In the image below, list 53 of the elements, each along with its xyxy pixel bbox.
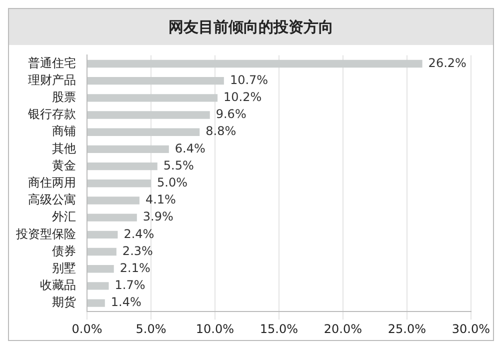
y-tick-label: 收藏品 <box>40 278 76 292</box>
y-tick-label: 商住两用 <box>28 176 76 190</box>
x-tick-label: 0.0% <box>72 322 102 336</box>
data-label: 6.4% <box>174 141 206 156</box>
y-tick-label: 黄金 <box>52 158 76 172</box>
y-tick-label: 股票 <box>52 90 76 104</box>
chart-title: 网友目前倾向的投资方向 <box>9 9 493 45</box>
data-label: 5.0% <box>156 176 188 190</box>
data-label: 8.8% <box>206 124 236 138</box>
bar <box>88 145 169 154</box>
data-label: 26.2% <box>428 56 466 70</box>
y-tick-label: 高级公寓 <box>28 192 76 207</box>
y-tick-label: 其他 <box>52 141 76 156</box>
y-tick-label: 外汇 <box>52 210 76 224</box>
data-label: 10.2% <box>224 90 262 104</box>
y-tick-label: 期货 <box>52 295 76 310</box>
bar <box>88 180 151 188</box>
bar <box>88 76 224 85</box>
y-tick-label: 投资型保险 <box>15 226 76 241</box>
data-label: 9.6% <box>216 107 246 122</box>
bar <box>88 248 116 256</box>
data-label: 4.1% <box>145 192 176 207</box>
bar <box>88 128 200 136</box>
bar <box>88 299 105 307</box>
data-label: 2.3% <box>122 244 153 258</box>
bar <box>88 60 422 68</box>
bar <box>88 94 218 102</box>
data-label: 3.9% <box>142 210 174 224</box>
data-label: 10.7% <box>230 72 268 87</box>
data-label: 5.5% <box>163 158 194 172</box>
x-tick-label: 15.0% <box>260 322 298 336</box>
data-label: 2.4% <box>124 226 154 241</box>
x-tick-label: 30.0% <box>452 322 490 336</box>
data-label: 1.4% <box>110 295 142 310</box>
x-tick-label: 10.0% <box>196 322 234 336</box>
x-tick-label: 20.0% <box>324 322 362 336</box>
data-label: 1.7% <box>114 278 146 292</box>
bar <box>88 265 114 273</box>
bar <box>88 230 118 239</box>
x-tick-label: 25.0% <box>388 322 426 336</box>
x-tick-label: 5.0% <box>136 322 166 336</box>
bar <box>88 111 210 119</box>
data-label: 2.1% <box>120 260 150 275</box>
y-tick-label: 别墅 <box>52 260 76 275</box>
bar <box>88 162 158 170</box>
y-tick-label: 银行存款 <box>27 107 76 122</box>
y-tick-label: 普通住宅 <box>28 56 76 70</box>
bar <box>88 282 109 290</box>
bar <box>88 196 140 204</box>
y-tick-label: 商铺 <box>52 124 76 138</box>
y-tick-label: 债券 <box>52 244 76 258</box>
y-tick-label: 理财产品 <box>28 72 76 87</box>
bar <box>88 214 137 222</box>
